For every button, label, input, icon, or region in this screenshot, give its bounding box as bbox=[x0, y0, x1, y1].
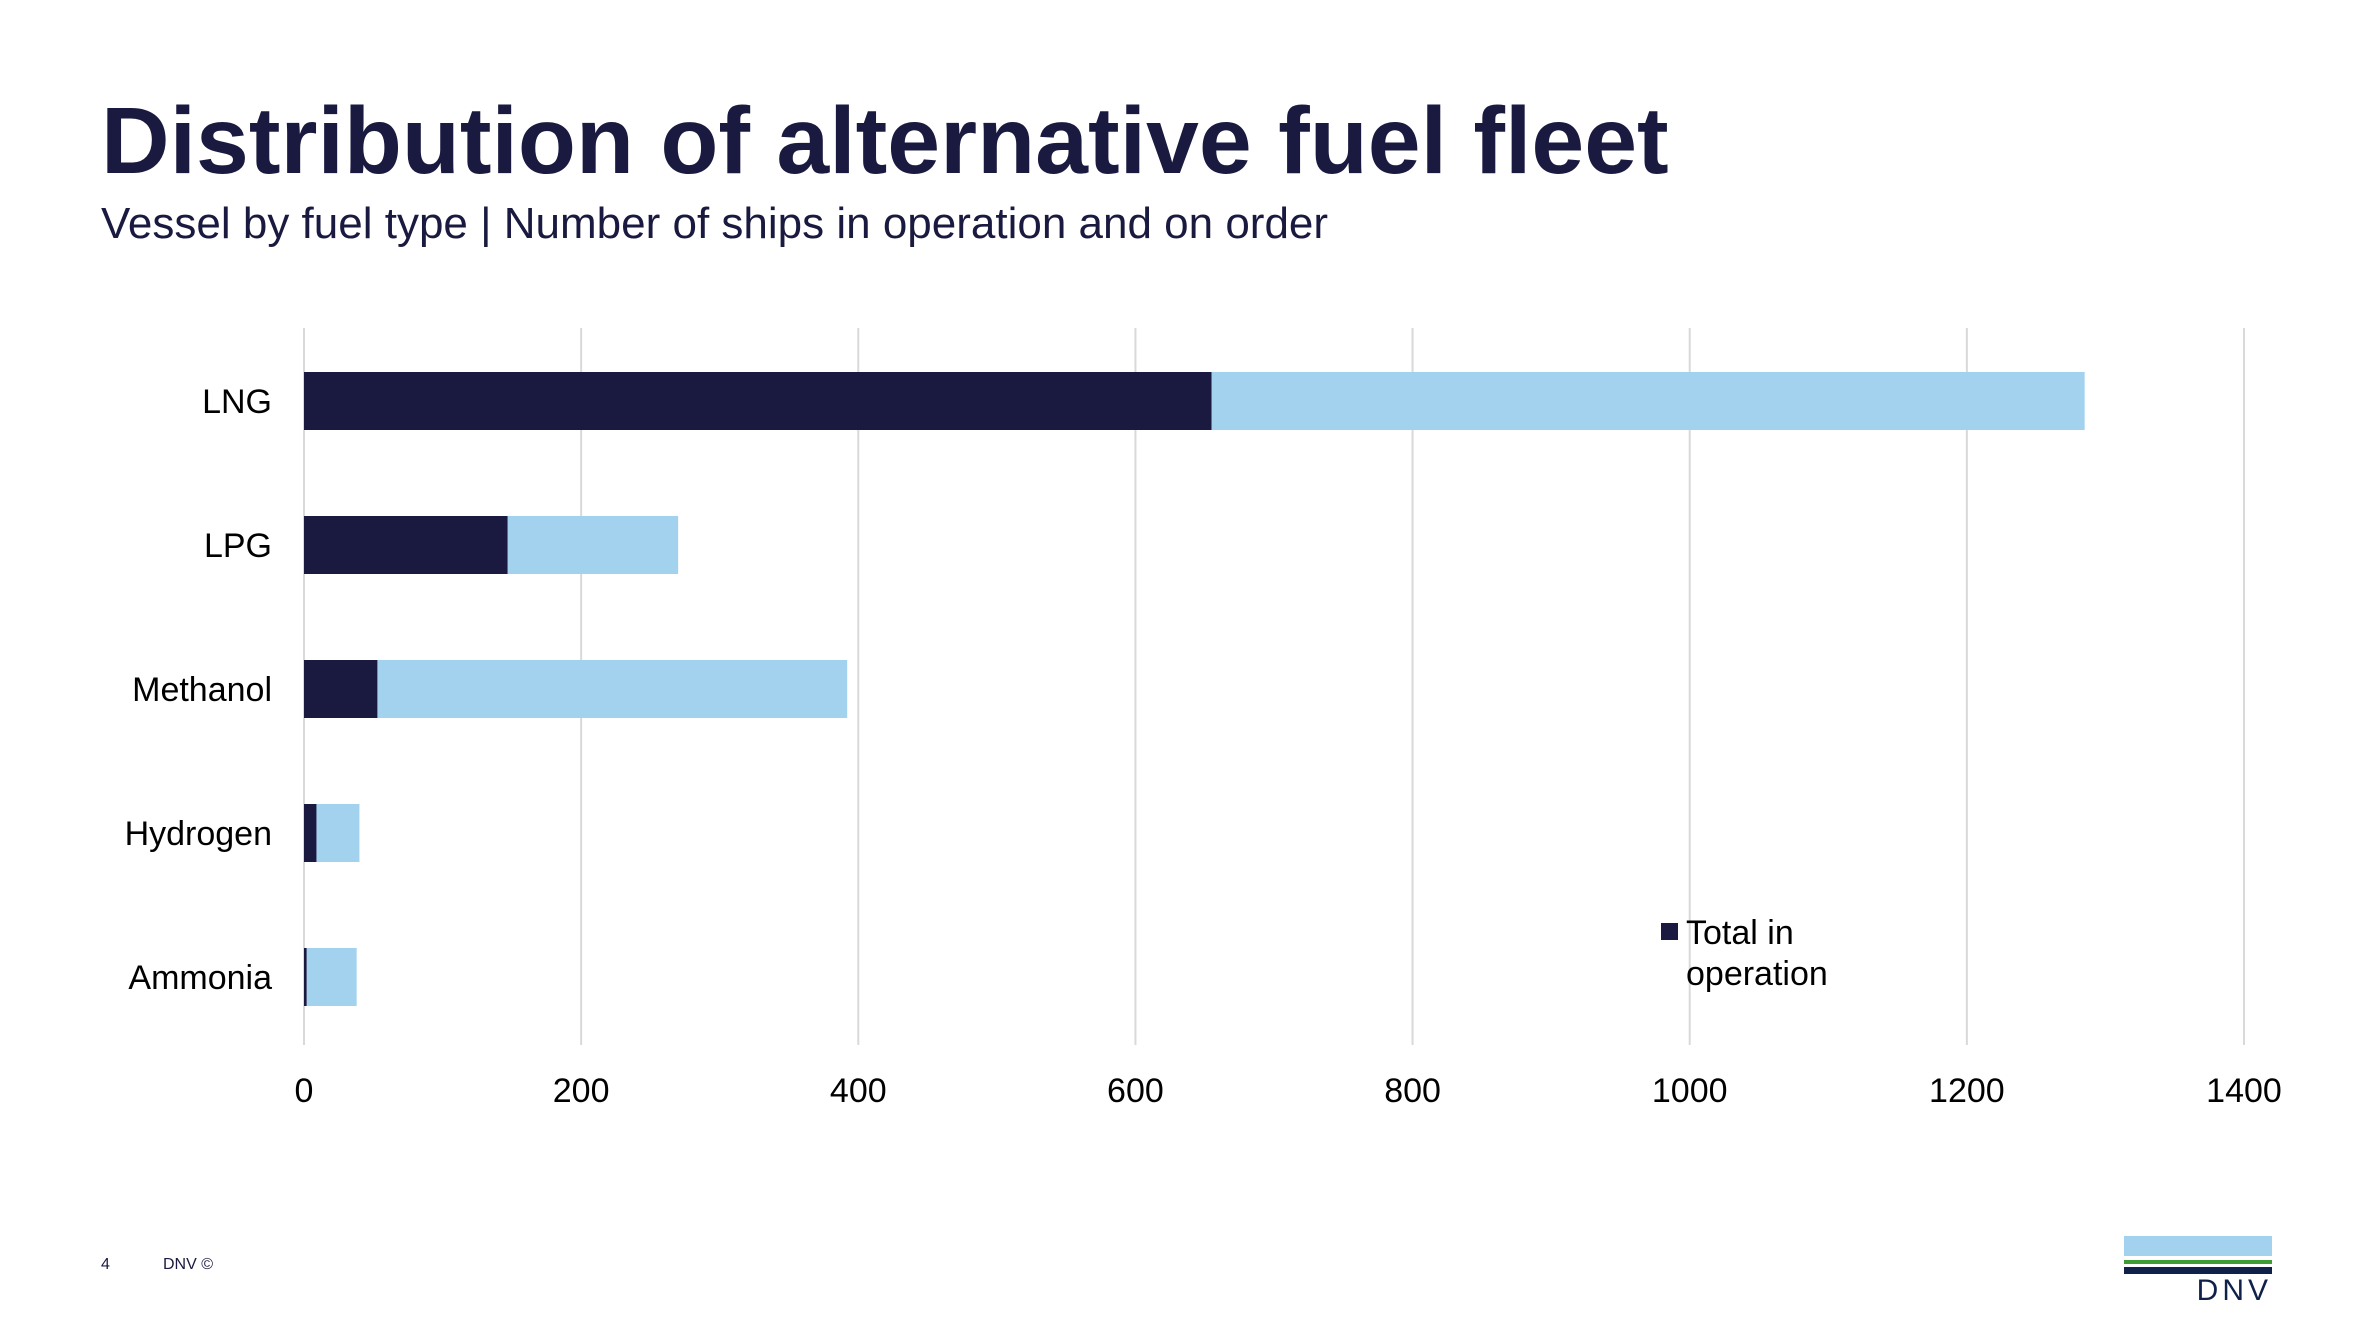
category-label-ammonia: Ammonia bbox=[128, 959, 272, 997]
page-number: 4 bbox=[101, 1256, 110, 1273]
bar-ammonia-in-operation bbox=[304, 948, 307, 1006]
slide-title: Distribution of alternative fuel fleet bbox=[101, 88, 1669, 194]
bar-lpg-in-operation bbox=[304, 516, 508, 574]
legend-label-line-2: operation bbox=[1686, 955, 1828, 993]
bar-lng-in-operation bbox=[304, 372, 1212, 430]
x-tick-label-600: 600 bbox=[1107, 1072, 1164, 1110]
category-label-hydrogen: Hydrogen bbox=[125, 815, 272, 853]
logo-text: DNV bbox=[2196, 1274, 2272, 1307]
legend: Total in operation bbox=[1661, 914, 1828, 993]
gridlines bbox=[303, 328, 2245, 1045]
logo-stripe-green bbox=[2124, 1260, 2272, 1264]
bar-lng-on-order bbox=[1211, 372, 2085, 430]
category-label-lng: LNG bbox=[202, 383, 272, 421]
bar-ammonia-on-order bbox=[306, 948, 357, 1006]
footer-brand: DNV © bbox=[163, 1256, 214, 1273]
x-tick-label-400: 400 bbox=[830, 1072, 887, 1110]
x-tick-label-1400: 1400 bbox=[2206, 1072, 2282, 1110]
dnv-logo: DNV bbox=[2124, 1236, 2272, 1307]
bars bbox=[304, 372, 2085, 1006]
logo-stripe-dark bbox=[2124, 1267, 2272, 1274]
legend-label-line-1: Total in bbox=[1686, 914, 1794, 952]
slide-subtitle: Vessel by fuel type | Number of ships in… bbox=[101, 199, 1329, 248]
x-tick-label-0: 0 bbox=[295, 1072, 314, 1110]
legend-swatch-in-operation bbox=[1661, 923, 1678, 940]
category-label-lpg: LPG bbox=[204, 527, 272, 565]
x-tick-label-1000: 1000 bbox=[1652, 1072, 1728, 1110]
category-labels: LNG LPG Methanol Hydrogen Ammonia bbox=[125, 383, 273, 997]
x-axis-tick-labels: 0 200 400 600 800 1000 1200 1400 bbox=[295, 1072, 2282, 1110]
x-tick-label-200: 200 bbox=[553, 1072, 610, 1110]
bar-methanol-in-operation bbox=[304, 660, 378, 718]
x-tick-label-800: 800 bbox=[1384, 1072, 1441, 1110]
bar-lpg-on-order bbox=[507, 516, 679, 574]
logo-stripe-light bbox=[2124, 1236, 2272, 1256]
bar-hydrogen-on-order bbox=[316, 804, 360, 862]
bar-methanol-on-order bbox=[377, 660, 848, 718]
bar-hydrogen-in-operation bbox=[304, 804, 317, 862]
x-tick-label-1200: 1200 bbox=[1929, 1072, 2005, 1110]
category-label-methanol: Methanol bbox=[132, 671, 272, 709]
